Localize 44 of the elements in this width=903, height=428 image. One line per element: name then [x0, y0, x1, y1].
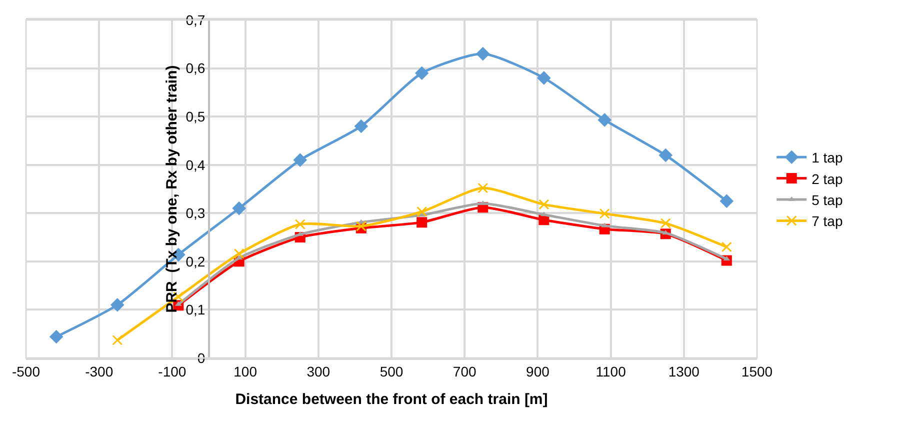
legend-label: 5 tap — [812, 192, 843, 208]
point — [599, 208, 610, 219]
point — [416, 217, 428, 228]
y-tick-label: 0,3 — [186, 205, 206, 222]
x-tick-label: -500 — [12, 364, 40, 380]
point — [232, 202, 246, 215]
point — [476, 47, 490, 60]
point — [415, 66, 428, 80]
legend-label: 1 tap — [812, 150, 843, 166]
x-tick-label: 300 — [306, 364, 330, 380]
x-tick-label: 1100 — [596, 364, 626, 380]
x-axis-title: Distance between the front of each train [m] — [235, 391, 548, 408]
y-tick-label: 0,4 — [186, 156, 206, 173]
y-tick-label: 0,2 — [186, 253, 206, 270]
y-tick-label: 0,5 — [186, 108, 206, 124]
x-tick-label: 100 — [234, 364, 258, 380]
point — [721, 242, 732, 252]
point — [478, 182, 488, 194]
y-tick-label: 0,1 — [186, 302, 206, 318]
x-tick-label: -300 — [85, 364, 114, 380]
point — [294, 219, 306, 230]
point — [416, 206, 428, 217]
point — [234, 248, 244, 259]
point — [50, 330, 63, 344]
legend-label: 2 tap — [812, 170, 843, 187]
point — [110, 298, 124, 312]
x-tick-label: 1300 — [668, 364, 700, 380]
point — [598, 113, 612, 127]
point — [660, 218, 671, 229]
point — [294, 153, 307, 167]
x-tick-label: -100 — [158, 364, 186, 380]
point — [538, 199, 550, 210]
y-tick-label: 0,6 — [186, 60, 206, 76]
x-tick-label: 700 — [452, 364, 476, 380]
x-tick-label: 1500 — [741, 364, 773, 380]
point — [112, 334, 123, 346]
x-tick-label: 900 — [526, 364, 550, 380]
point — [537, 71, 551, 85]
point — [720, 194, 734, 208]
legend-label: 7 tap — [812, 213, 843, 230]
y-axis-title: PRR (Tx by one, Rx by other train) — [163, 65, 180, 313]
x-tick-label: 500 — [380, 364, 404, 380]
point — [659, 148, 672, 162]
point — [354, 120, 368, 133]
